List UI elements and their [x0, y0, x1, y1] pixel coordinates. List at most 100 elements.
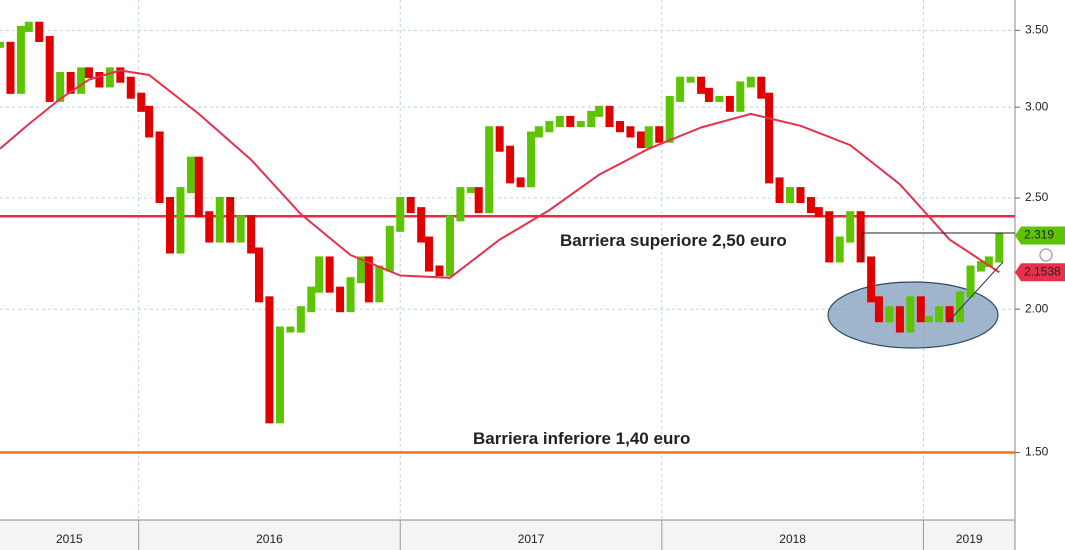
candle: [226, 197, 235, 243]
candle: [676, 76, 685, 102]
last-value-box: [1015, 226, 1065, 245]
y-tick-label: 3.50: [1025, 23, 1049, 37]
candle: [396, 197, 405, 232]
candle: [984, 256, 993, 267]
candle: [704, 87, 713, 102]
candle: [425, 236, 434, 272]
y-tick-label: 2.00: [1025, 301, 1049, 315]
candle: [336, 286, 345, 313]
candle: [945, 306, 954, 323]
candle: [116, 67, 125, 83]
candle: [155, 131, 164, 204]
candle: [194, 156, 203, 218]
candle: [435, 265, 444, 277]
candle: [924, 316, 933, 323]
last-value-label: 2.1538: [1024, 264, 1061, 278]
candle: [16, 25, 25, 94]
candle: [835, 236, 844, 263]
x-tick-label: 2019: [956, 532, 983, 546]
candle: [644, 126, 653, 149]
candle: [35, 21, 44, 42]
last-value-box: [1015, 263, 1065, 282]
x-tick-label: 2018: [779, 532, 806, 546]
candle: [796, 187, 805, 204]
candle: [84, 67, 93, 79]
candle: [587, 110, 596, 128]
candle: [636, 131, 645, 149]
candle: [506, 145, 515, 184]
candle: [595, 105, 604, 117]
candle: [296, 306, 305, 333]
candle: [655, 126, 664, 143]
candle: [265, 296, 274, 424]
candle: [814, 207, 823, 218]
candle: [874, 296, 883, 323]
candle: [236, 215, 245, 243]
candle: [56, 72, 65, 102]
reference-label: Barriera inferiore 1,40 euro: [473, 429, 690, 448]
candle: [474, 187, 483, 214]
candle: [186, 156, 195, 194]
candle: [605, 105, 614, 128]
candle: [806, 197, 815, 214]
candle: [495, 126, 504, 152]
candle: [145, 105, 154, 138]
candle: [45, 35, 54, 102]
candle: [95, 72, 104, 88]
candle: [935, 306, 944, 323]
candle: [545, 121, 554, 133]
candle: [375, 265, 384, 303]
candle: [906, 296, 915, 333]
candle: [466, 187, 475, 194]
candle: [757, 76, 766, 99]
last-value-label: 2.319: [1024, 228, 1054, 242]
candle: [856, 211, 865, 263]
candle: [0, 41, 4, 48]
candle: [137, 92, 146, 112]
candle: [715, 95, 724, 102]
candle: [566, 115, 575, 128]
y-tick-label: 2.50: [1025, 190, 1049, 204]
candle: [385, 225, 394, 272]
zoom-icon[interactable]: [1039, 248, 1053, 262]
candle: [697, 76, 706, 94]
moving-average-line: [0, 69, 1000, 279]
candle: [77, 67, 86, 94]
candle: [976, 260, 985, 272]
candle: [746, 76, 755, 88]
candle: [456, 187, 465, 222]
candle: [686, 76, 695, 83]
candle: [966, 265, 975, 298]
x-tick-label: 2015: [56, 532, 83, 546]
candle: [24, 21, 33, 32]
candle: [916, 296, 925, 323]
candle: [867, 256, 876, 303]
candle: [286, 326, 295, 333]
candle: [315, 256, 324, 293]
candle: [166, 197, 175, 254]
plot: Barriera superiore 2,50 euro Barriera inf…: [0, 21, 1015, 454]
candle: [406, 197, 415, 214]
x-tick-label: 2017: [518, 532, 545, 546]
candle: [215, 197, 224, 243]
y-tick-label: 1.50: [1025, 445, 1049, 459]
x-axis-band: [0, 520, 1015, 550]
candle: [126, 76, 135, 99]
candle: [205, 211, 214, 243]
reference-label: Barriera superiore 2,50 euro: [560, 231, 787, 250]
candle: [765, 92, 774, 184]
candle: [534, 126, 543, 138]
candle: [357, 256, 366, 284]
y-tick-label: 3.00: [1025, 99, 1049, 113]
candle: [995, 232, 1004, 263]
candle: [445, 215, 454, 277]
candle: [895, 306, 904, 333]
candle: [485, 126, 494, 214]
candle: [786, 187, 795, 204]
candle: [254, 247, 263, 303]
candle: [307, 286, 316, 313]
candle: [105, 67, 114, 88]
